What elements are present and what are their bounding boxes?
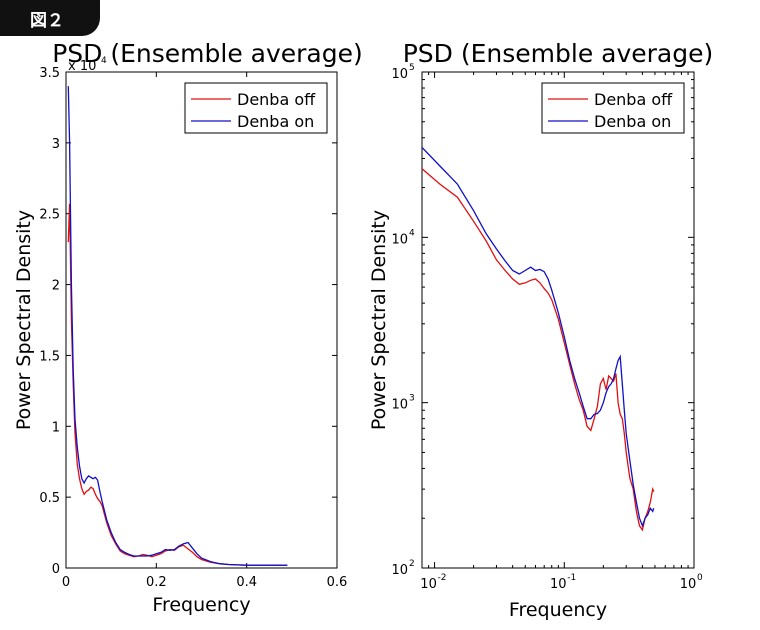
chart-title: PSD (Ensemble average) xyxy=(403,39,714,68)
y-tick-exponent: 2 xyxy=(409,559,415,569)
legend-box xyxy=(541,82,685,134)
y-tick-label: 2 xyxy=(52,279,60,294)
y-tick-label: 3.5 xyxy=(39,66,60,81)
x-tick-label: 0.2 xyxy=(146,575,167,590)
x-tick-exponent: -2 xyxy=(438,573,447,583)
series-line-denba-on xyxy=(421,146,655,528)
y-axis-label: Power Spectral Density xyxy=(368,210,390,430)
y-tick-exponent: 3 xyxy=(409,394,415,404)
x-tick-exponent: -1 xyxy=(567,573,576,583)
x-axis-label: Frequency xyxy=(509,599,607,621)
y-multiplier-exponent: 4 xyxy=(101,56,107,66)
y-axis-label: Power Spectral Density xyxy=(13,210,35,430)
y-tick-label: 10 xyxy=(391,67,408,82)
series-line-denba-on xyxy=(67,86,288,566)
legend-label: Denba on xyxy=(237,112,314,131)
y-tick-label: 2.5 xyxy=(39,208,60,223)
x-tick-label: 0 xyxy=(62,575,70,590)
legend: Denba off Denba on xyxy=(184,82,328,134)
plot-frame xyxy=(65,71,338,569)
x-tick-label: 10 xyxy=(550,577,567,592)
chart-title: PSD (Ensemble average) xyxy=(52,39,363,68)
y-tick-label: 1 xyxy=(52,420,60,435)
series-line-denba-off xyxy=(421,168,655,532)
legend-label: Denba on xyxy=(594,112,671,131)
y-tick-label: 10 xyxy=(391,398,408,413)
legend-label: Denba off xyxy=(594,90,673,109)
figure-badge-label: 図２ xyxy=(30,11,64,31)
y-tick-label: 0 xyxy=(52,562,60,577)
x-tick-label: 0.6 xyxy=(327,575,348,590)
x-tick-label: 10 xyxy=(420,577,437,592)
x-tick-label: 10 xyxy=(680,577,697,592)
legend-label: Denba off xyxy=(237,90,316,109)
legend-box xyxy=(184,82,328,134)
chart-panel-2: PSD (Ensemble average) Frequency Power Spe… xyxy=(368,39,713,621)
x-tick-label: 0.4 xyxy=(236,575,257,590)
y-tick-label: 0.5 xyxy=(39,491,60,506)
legend: Denba off Denba on xyxy=(541,82,685,134)
figure-badge: 図２ xyxy=(0,0,100,36)
chart-panel-1: PSD (Ensemble average) Frequency Power Spe… xyxy=(13,39,363,616)
y-tick-label: 10 xyxy=(391,232,408,247)
series-line-denba-off xyxy=(67,203,288,566)
y-tick-exponent: 4 xyxy=(409,228,415,238)
x-axis-label: Frequency xyxy=(152,594,250,616)
y-tick-label: 10 xyxy=(391,563,408,578)
y-tick-label: 3 xyxy=(52,137,60,152)
x-tick-exponent: 0 xyxy=(697,573,703,583)
y-multiplier-label: x 10 xyxy=(68,59,96,74)
y-tick-exponent: 5 xyxy=(409,63,415,73)
y-tick-label: 1.5 xyxy=(39,349,60,364)
